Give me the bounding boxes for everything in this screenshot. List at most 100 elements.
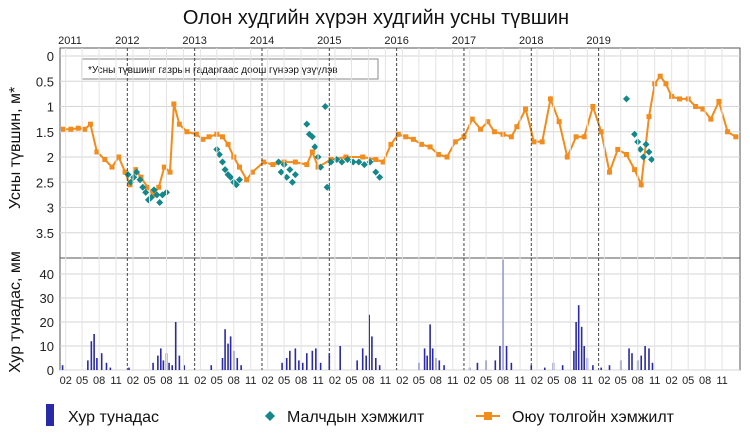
precip-bar — [298, 360, 300, 370]
oyu-tolgoi-point — [75, 125, 81, 131]
herder-point — [288, 178, 296, 186]
month-tick-label: 05 — [682, 375, 694, 387]
precip-bar — [281, 362, 283, 370]
oyu-tolgoi-point — [156, 184, 162, 190]
herder-point — [622, 95, 630, 103]
precip-bar — [178, 355, 181, 370]
precip-bar — [319, 362, 322, 370]
oyu-tolgoi-point — [564, 154, 570, 160]
herder-point — [130, 173, 138, 181]
oyu-tolgoi-point — [693, 104, 699, 109]
herder-point — [227, 173, 235, 181]
oyu-tolgoi-point — [478, 126, 484, 132]
herder-point — [156, 198, 164, 206]
note-box: *Усны түвшинг газрын гадаргаас доош гүнэ… — [81, 58, 379, 80]
oyu-tolgoi-point — [171, 101, 177, 107]
herder-point — [219, 158, 227, 166]
herder-point — [275, 158, 283, 166]
oyu-tolgoi-point — [109, 164, 115, 170]
herder-point — [338, 158, 346, 166]
month-tick-label: 11 — [110, 375, 121, 387]
precip-bar — [210, 365, 213, 370]
herder-point — [355, 158, 363, 166]
precip-bar — [87, 360, 89, 370]
month-tick-label: 05 — [278, 375, 290, 387]
legend-herder-label: Малчдын хэмжилт — [287, 409, 425, 426]
month-tick-label: 02 — [396, 375, 408, 387]
oyu-tolgoi-point — [244, 177, 250, 183]
precip-bar — [311, 350, 314, 370]
oyu-tolgoi-point — [360, 154, 366, 160]
oyu-tolgoi-point — [122, 169, 128, 175]
top-y-tick-label: 2 — [47, 150, 54, 165]
bottom-y-tick-label: 0 — [47, 363, 54, 378]
herder-point — [124, 171, 132, 179]
precip-bar — [315, 348, 317, 370]
oyu-tolgoi-point — [193, 131, 199, 137]
precip-bar — [160, 348, 162, 370]
oyu-tolgoi-point — [102, 157, 108, 163]
precip-bar — [580, 326, 583, 370]
precip-bar — [171, 365, 174, 370]
precip-bar — [109, 367, 112, 370]
month-tick-label: 02 — [531, 375, 543, 387]
month-tick-label: 02 — [666, 375, 678, 387]
herder-point — [639, 153, 647, 161]
precip-bar — [306, 353, 308, 370]
oyu-tolgoi-point — [615, 146, 621, 152]
precip-bar — [227, 343, 229, 370]
herder-point — [142, 188, 150, 196]
oyu-tolgoi-point — [556, 119, 562, 125]
month-tick-label: 02 — [464, 375, 476, 387]
oyu-tolgoi-point — [547, 96, 553, 102]
oyu-tolgoi-point — [606, 169, 612, 175]
oyu-tolgoi-point — [68, 126, 74, 132]
top-y-tick-label: 3.5 — [36, 226, 54, 241]
bottom-y-tick-label: 30 — [40, 291, 54, 306]
precip-bar — [426, 355, 428, 370]
oyu-tolgoi-point — [61, 126, 67, 132]
oyu-tolgoi-point — [184, 129, 190, 135]
month-tick-label: 05 — [615, 375, 627, 387]
precip-bar — [90, 341, 93, 370]
top-y-tick-label: 2.5 — [36, 175, 54, 190]
oyu-tolgoi-point — [304, 162, 310, 168]
year-label: 2014 — [250, 35, 274, 47]
oyu-tolgoi-point — [531, 139, 537, 145]
precip-bar — [285, 358, 288, 370]
precipitation-panel: 40 30 20 10 0 — [40, 257, 741, 378]
precip-bar — [575, 322, 577, 370]
precip-bar — [229, 336, 232, 370]
oyu-tolgoi-point — [461, 134, 467, 140]
oyu-tolgoi-point — [236, 164, 242, 170]
legend-ot-marker — [484, 412, 492, 420]
legend-ot-label: Оюу толгойн хэмжилт — [512, 409, 675, 426]
precip-bar — [429, 324, 431, 370]
herder-point — [139, 183, 147, 191]
herder-point — [291, 171, 299, 179]
oyu-tolgoi-point — [623, 151, 629, 157]
herder-point — [277, 168, 285, 176]
oyu-tolgoi-point — [677, 96, 683, 102]
oyu-tolgoi-point — [733, 134, 739, 140]
herder-point — [308, 133, 316, 141]
legend-precip-swatch — [46, 404, 54, 426]
herder-point — [648, 156, 656, 164]
precip-bar — [294, 348, 297, 370]
month-tick-label: 08 — [160, 375, 172, 387]
precip-bar — [644, 346, 646, 370]
precip-bar — [600, 367, 602, 370]
top-y-axis-label: Усны түвшин, м* — [7, 87, 24, 209]
oyu-tolgoi-point — [167, 169, 173, 175]
herder-point — [235, 176, 243, 184]
oyu-tolgoi-point — [539, 139, 545, 145]
precip-bar — [61, 365, 64, 370]
precip-bar — [224, 329, 226, 370]
month-tick-label: 05 — [211, 375, 223, 387]
month-tick-label: 08 — [295, 375, 307, 387]
precip-bar — [152, 362, 154, 370]
precip-bar — [221, 358, 224, 370]
oyu-tolgoi-point — [200, 136, 206, 142]
oyu-tolgoi-point — [309, 149, 315, 155]
